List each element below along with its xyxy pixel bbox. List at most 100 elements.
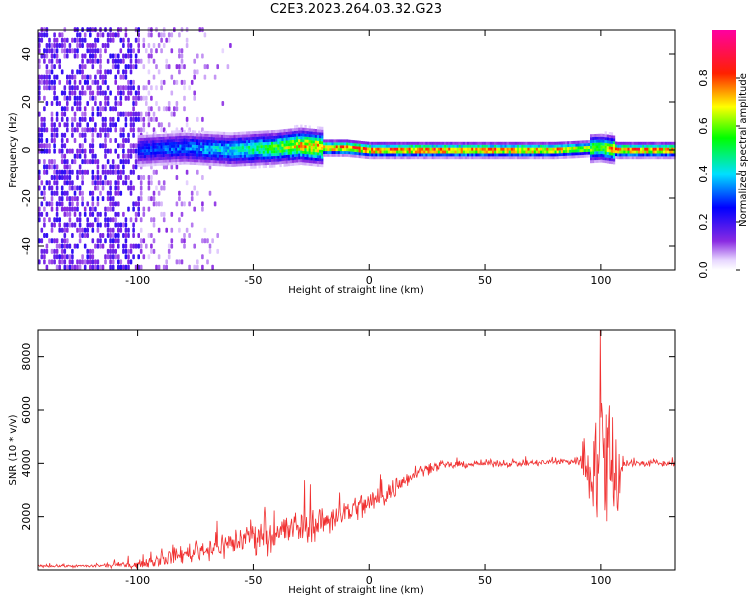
spectrogram-cell (527, 144, 530, 148)
spectrogram-cell (212, 131, 215, 135)
spectrogram-cell (154, 154, 157, 158)
spectrogram-cell (119, 74, 123, 80)
spectrogram-cell (214, 134, 217, 138)
spectrogram-cell (154, 163, 157, 167)
spectrogram-cell (134, 148, 138, 154)
spectrogram-cell (389, 153, 393, 157)
spectrogram-cell (109, 138, 112, 143)
spectrogram-cell (635, 156, 639, 160)
spectrogram-cell (464, 150, 468, 154)
spectrogram-cell (179, 138, 182, 142)
spectrogram-cell (281, 140, 284, 144)
spectrogram-cell (150, 148, 153, 152)
spectrogram-cell (127, 64, 130, 70)
spectrogram-cell (96, 243, 100, 249)
spectrogram-cell (132, 127, 135, 133)
spectrogram-cell (223, 157, 226, 161)
spectrogram-cell (556, 150, 559, 154)
spectrogram-cell (142, 238, 146, 244)
spectrogram-cell (91, 206, 95, 212)
spectrogram-cell (139, 185, 143, 191)
spectrogram-cell (306, 154, 309, 158)
spectrogram-cell (86, 201, 89, 207)
spectrogram-cell (319, 141, 322, 144)
spectrogram-cell (590, 140, 593, 143)
spectrogram-cell (656, 141, 659, 145)
spectrogram-cell (137, 206, 140, 212)
spectrogram-cell (635, 144, 639, 148)
spectrogram-cell (498, 141, 501, 145)
spectrogram-cell (81, 254, 84, 260)
spectrogram-cell (271, 153, 274, 157)
spectrogram-cell (477, 150, 480, 154)
spectrogram-cell (300, 133, 303, 137)
spectrogram-cell (206, 142, 209, 146)
spectrogram-cell (76, 85, 79, 91)
spectrogram-cell (122, 164, 125, 170)
spectrogram-cell (212, 134, 215, 138)
spectrogram-cell (218, 160, 222, 164)
spectrogram-cell (134, 58, 138, 64)
spectrogram-cell (89, 90, 92, 96)
spectrogram-cell (460, 144, 463, 148)
spectrogram-cell (248, 151, 251, 155)
spectrogram-cell (76, 148, 79, 154)
spectrogram-cell (50, 201, 54, 207)
spectrogram-cell (341, 151, 345, 154)
spectrogram-cell (241, 131, 245, 135)
spectrogram-cell (175, 136, 178, 140)
spectrogram-cell (177, 150, 180, 154)
spectrogram-cell (648, 141, 651, 145)
spectrogram-cell (341, 153, 345, 157)
spectrogram-cell (469, 147, 472, 151)
spectrogram-cell (89, 74, 92, 80)
spectrogram-cell (592, 151, 595, 155)
spectrogram-cell (562, 150, 566, 153)
spectrogram-cell (150, 140, 153, 144)
spectrogram-cell (40, 201, 44, 207)
spectrogram-cell (467, 150, 470, 154)
spectrogram-cell (404, 150, 407, 154)
spectrogram-cell (650, 141, 653, 145)
spectrogram-cell (227, 155, 230, 159)
spectrogram-cell (383, 156, 386, 160)
spectrogram-cell (271, 144, 274, 148)
spectrogram-cell (119, 127, 123, 133)
spectrogram-cell (492, 141, 495, 145)
colorbar-ticks: 0.00.20.40.60.8 (697, 69, 740, 279)
spectrogram-cell (212, 163, 215, 166)
spectrogram-cell (68, 211, 72, 217)
spectrogram-cell (63, 222, 67, 228)
spectrogram-cell (521, 147, 524, 151)
spectrogram-cell (525, 150, 528, 154)
spectrogram-cell (448, 156, 451, 160)
spectrogram-cell (206, 64, 209, 70)
spectrogram-cell (525, 144, 528, 148)
spectrogram-cell (119, 175, 123, 180)
spectrogram-cell (567, 141, 570, 145)
spectrogram-cell (444, 147, 447, 151)
spectrogram-cell (158, 145, 161, 149)
spectrogram-cell (71, 159, 74, 165)
spectrogram-cell (629, 144, 632, 148)
spectrogram-cell (211, 238, 214, 244)
spectrogram-cell (460, 153, 463, 157)
spectrogram-cell (101, 127, 105, 133)
spectrogram-cell (337, 139, 340, 143)
spectrogram-cell (306, 131, 309, 134)
spectrogram-cell (231, 152, 234, 156)
spectrogram-cell (134, 116, 138, 122)
spectrogram-cell (119, 143, 123, 149)
spectrogram-cell (142, 211, 146, 217)
spectrogram-cell (287, 140, 290, 144)
spectrogram-cell (147, 233, 151, 238)
spectrogram-cell (160, 139, 163, 143)
spectrogram-cell (208, 162, 211, 166)
spectrogram-cell (462, 141, 466, 145)
spectrogram-cell (254, 133, 257, 137)
spectrogram-cell (165, 106, 168, 112)
spectrogram-cell (419, 144, 422, 148)
spectrogram-cell (71, 196, 74, 202)
spectrogram-cell (652, 141, 655, 145)
spectrogram-cell (53, 238, 56, 244)
